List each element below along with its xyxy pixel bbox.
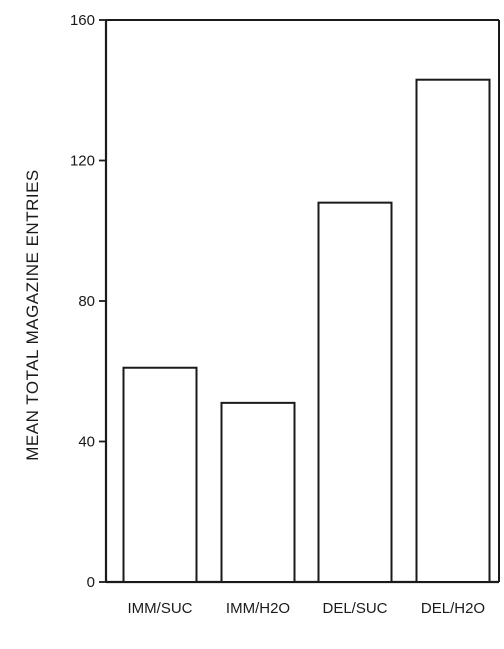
x-category-label: IMM/SUC <box>128 600 193 617</box>
bar-del-h2o <box>415 78 491 584</box>
y-axis-label: MEAN TOTAL MAGAZINE ENTRIES <box>23 169 42 461</box>
x-category-label: IMM/H2O <box>226 600 290 617</box>
y-tick-label: 40 <box>78 434 95 451</box>
bar-del-suc <box>317 201 393 583</box>
y-tick-label: 0 <box>87 574 95 591</box>
bar-imm-h2o <box>220 401 296 583</box>
y-tick-label: 160 <box>70 12 95 29</box>
x-category-label: DEL/SUC <box>322 600 387 617</box>
y-tick-label: 120 <box>70 153 95 170</box>
x-category-label: DEL/H2O <box>421 600 485 617</box>
x-categories-group: IMM/SUC IMM/H2O DEL/SUC DEL/H2O <box>128 600 486 617</box>
bars-group <box>122 78 491 584</box>
y-tick-label: 80 <box>78 293 95 310</box>
bar-imm-suc <box>122 366 198 583</box>
y-ticks-group: 0 40 80 120 160 <box>70 12 106 591</box>
